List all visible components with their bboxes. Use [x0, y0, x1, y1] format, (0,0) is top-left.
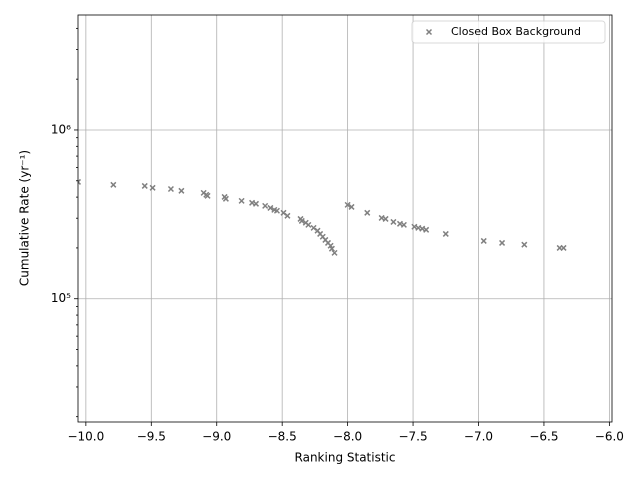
- marker: [400, 221, 407, 228]
- marker: [273, 207, 280, 214]
- marker: [178, 187, 185, 194]
- x-tick-label: −6.5: [529, 430, 558, 444]
- y-axis-label: Cumulative Rate (yr⁻¹): [18, 150, 32, 286]
- legend-label: Closed Box Background: [451, 25, 581, 38]
- marker: [204, 192, 211, 199]
- x-tick-label: −9.0: [202, 430, 231, 444]
- marker: [305, 221, 312, 228]
- marker: [149, 184, 156, 191]
- marker: [310, 224, 317, 231]
- marker: [167, 185, 174, 193]
- x-axis-label: Ranking Statistic: [295, 451, 396, 465]
- marker: [78, 178, 82, 185]
- marker: [328, 245, 335, 252]
- x-tick-label: −9.5: [137, 430, 166, 444]
- x-tick-label: −8.0: [333, 430, 362, 444]
- marker: [284, 212, 291, 219]
- marker: [141, 182, 148, 189]
- plot-area: [78, 178, 567, 256]
- x-tick-label: −7.0: [464, 430, 493, 444]
- marker: [348, 203, 355, 210]
- marker: [252, 200, 260, 207]
- marker: [480, 237, 487, 244]
- marker: [344, 201, 351, 208]
- x-tick-label: −6.0: [595, 430, 624, 444]
- marker: [238, 197, 245, 204]
- marker: [262, 202, 269, 209]
- legend-box: [411, 20, 606, 44]
- y-tick-label: 10⁵: [51, 291, 71, 305]
- y-tick-label: 10⁶: [51, 122, 71, 136]
- marker: [390, 218, 397, 225]
- plot-frame: [77, 14, 613, 423]
- x-tick-label: −7.5: [398, 430, 427, 444]
- marker: [499, 239, 506, 246]
- marker: [442, 230, 449, 237]
- marker: [222, 195, 229, 202]
- marker: [382, 215, 389, 222]
- marker: [267, 204, 274, 211]
- legend-marker: [425, 28, 433, 36]
- marker: [521, 241, 528, 248]
- marker: [560, 244, 567, 251]
- marker: [423, 226, 430, 233]
- x-tick-label: −10.0: [67, 430, 104, 444]
- marker: [331, 249, 338, 256]
- marker: [411, 223, 418, 230]
- marker: [110, 181, 117, 188]
- x-tick-label: −8.5: [268, 430, 297, 444]
- marker: [298, 217, 305, 224]
- marker: [419, 225, 426, 232]
- marker: [364, 209, 371, 216]
